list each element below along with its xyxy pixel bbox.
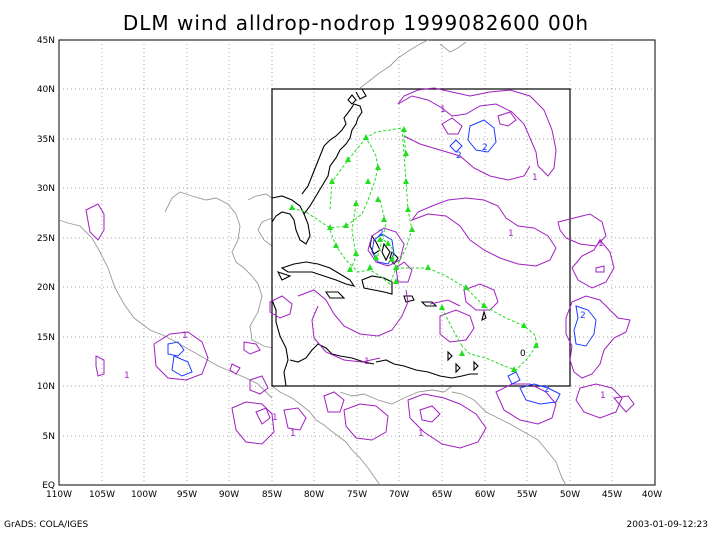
lat-label: 20N [37, 283, 55, 293]
lon-label: 105W [89, 490, 115, 500]
contour-label: 1 [418, 429, 424, 439]
lat-label: 10N [37, 382, 55, 392]
footer-credit: GrADS: COLA/IGES [4, 520, 88, 530]
contour-label: 0 [520, 349, 526, 359]
lon-label: 50W [560, 490, 580, 500]
lon-label: 60W [475, 490, 495, 500]
contour-label: 2 [378, 229, 384, 239]
lon-label: 95W [177, 490, 197, 500]
contours-level-2 [167, 119, 597, 405]
lon-label: 100W [131, 490, 157, 500]
lat-label: 40N [37, 85, 55, 95]
grid-lines [59, 40, 655, 485]
contour-label: 1 [440, 105, 446, 115]
footer-timestamp: 2003-01-09-12:23 [627, 520, 709, 530]
contours-level-1 [85, 87, 635, 449]
lat-label: 5N [43, 432, 55, 442]
lat-label: 15N [37, 333, 55, 343]
contour-label: 2 [482, 143, 488, 153]
contour-labels: 1 2 2 1 1 1 2 1 1 1 1 2 1 1 1 2 0 [124, 105, 606, 439]
contour-label: 1 [290, 429, 296, 439]
lon-label: 40W [642, 490, 662, 500]
lon-label: 80W [304, 490, 324, 500]
lon-label: 75W [347, 490, 367, 500]
coastline-outer [58, 39, 567, 486]
lat-label: EQ [42, 481, 55, 491]
contour-label: 1 [598, 239, 604, 249]
lat-label: 35N [37, 135, 55, 145]
contour-label: 1 [364, 357, 370, 367]
contour-label: 1 [182, 331, 188, 341]
contour-label: 1 [532, 173, 538, 183]
lon-label: 110W [46, 490, 72, 500]
contour-label: 1 [124, 371, 130, 381]
lon-label: 65W [432, 490, 452, 500]
flight-track [291, 127, 539, 371]
contour-label: 2 [456, 151, 462, 161]
lat-label: 45N [37, 36, 55, 46]
contour-label: 1 [508, 229, 514, 239]
lat-label: 30N [37, 184, 55, 194]
lat-label: 25N [37, 234, 55, 244]
contour-label: 1 [272, 413, 278, 423]
map-title: DLM wind alldrop-nodrop 1999082600 00h [123, 11, 589, 35]
lon-label: 55W [517, 490, 537, 500]
contour-label: 2 [544, 385, 550, 395]
longitude-labels: 110W 105W 100W 95W 90W 85W 80W 75W 70W 6… [46, 490, 662, 500]
plot-frame [58, 39, 656, 486]
lon-label: 70W [389, 490, 409, 500]
contour-label: 1 [600, 391, 606, 401]
lon-label: 45W [602, 490, 622, 500]
inner-domain-box [271, 88, 571, 387]
coastline-inner [271, 88, 487, 387]
lon-label: 85W [262, 490, 282, 500]
contour-label: 2 [580, 311, 586, 321]
lon-label: 90W [219, 490, 239, 500]
drop-markers [289, 126, 539, 372]
latitude-labels: EQ 5N 10N 15N 20N 25N 30N 35N 40N 45N [37, 36, 55, 491]
